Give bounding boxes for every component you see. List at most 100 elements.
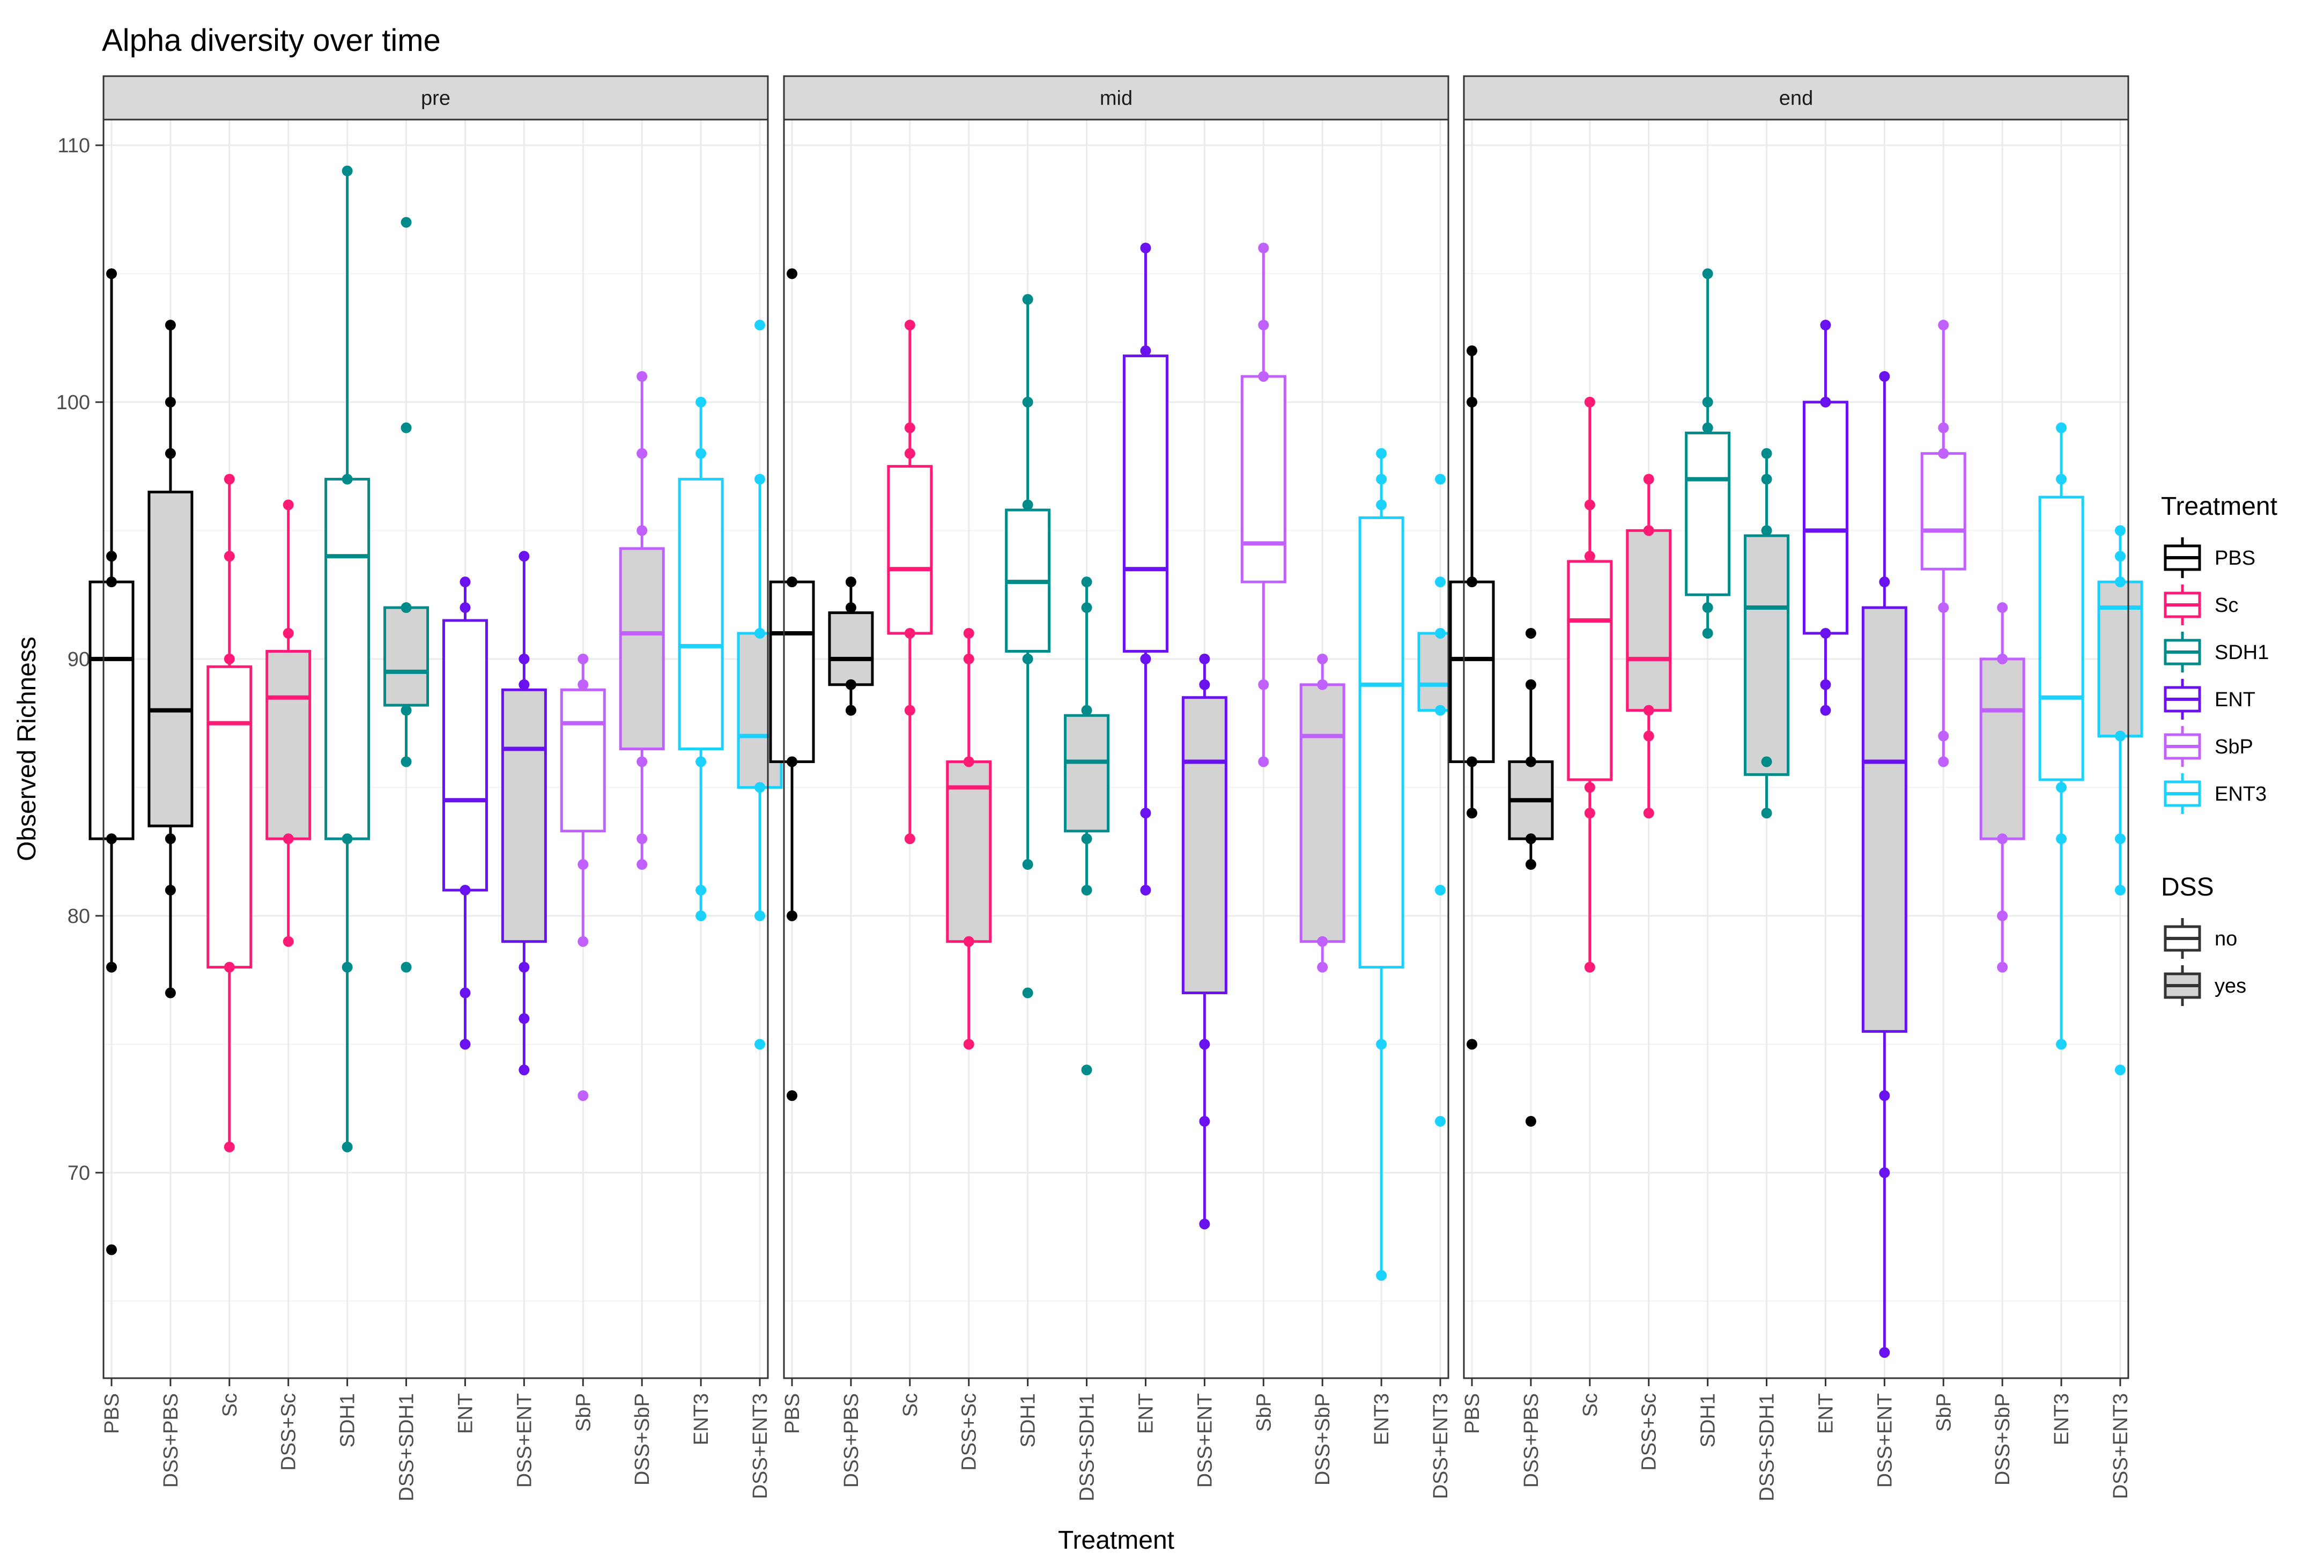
box-ent3 xyxy=(678,396,724,921)
legend-label: SDH1 xyxy=(2215,641,2269,664)
data-point xyxy=(963,627,974,639)
box-dss-pbs xyxy=(828,576,874,716)
box-body xyxy=(442,619,488,892)
legend-label: yes xyxy=(2215,975,2246,997)
strip-pre xyxy=(102,75,769,121)
box-body xyxy=(1744,534,1790,776)
data-point xyxy=(106,961,117,973)
data-point xyxy=(1820,705,1831,716)
data-point xyxy=(1584,499,1595,511)
y-tick-label: 100 xyxy=(56,391,90,414)
data-point xyxy=(1317,679,1328,690)
data-point xyxy=(401,705,412,716)
data-point xyxy=(1938,602,1949,613)
data-point xyxy=(1525,679,1536,690)
data-point xyxy=(1022,653,1033,664)
box-dss-pbs xyxy=(1508,627,1554,1127)
data-point xyxy=(787,756,797,767)
x-tick-label: ENT xyxy=(1815,1393,1837,1434)
data-point xyxy=(106,576,117,588)
chart-title: Alpha diversity over time xyxy=(102,23,441,58)
box-sc xyxy=(206,474,253,1152)
data-point xyxy=(1435,474,1446,485)
data-point xyxy=(1702,422,1713,433)
data-point xyxy=(224,551,235,562)
x-tick-label: ENT3 xyxy=(690,1393,713,1445)
x-tick-label: DSS+Sc xyxy=(278,1393,300,1471)
data-point xyxy=(1376,1039,1387,1050)
data-point xyxy=(460,987,471,999)
legend-item-ent: ENT xyxy=(2164,679,2255,720)
data-point xyxy=(695,756,707,767)
box-sbp xyxy=(560,653,606,1101)
data-point xyxy=(963,1039,974,1050)
box-dss-pbs xyxy=(147,320,194,999)
data-point xyxy=(1435,705,1446,716)
box-sbp xyxy=(1240,242,1286,767)
data-point xyxy=(1022,396,1033,408)
data-point xyxy=(1879,1347,1890,1358)
data-point xyxy=(1467,396,1477,408)
data-point xyxy=(1997,602,2008,613)
data-point xyxy=(2115,884,2126,896)
data-point xyxy=(636,756,648,767)
data-point xyxy=(1467,756,1477,767)
data-point xyxy=(904,448,915,459)
panel-background xyxy=(784,120,1448,1378)
x-tick-label: SDH1 xyxy=(1697,1393,1720,1447)
data-point xyxy=(963,936,974,947)
panel-border xyxy=(1463,119,2129,1379)
data-point xyxy=(283,833,294,845)
data-point xyxy=(754,1039,765,1050)
legend-label: ENT3 xyxy=(2215,783,2267,805)
data-point xyxy=(165,987,176,999)
data-point xyxy=(1584,808,1595,819)
data-point xyxy=(1643,730,1654,742)
data-point xyxy=(578,653,589,664)
data-point xyxy=(754,627,765,639)
data-point xyxy=(636,448,648,459)
data-point xyxy=(1022,987,1033,999)
data-point xyxy=(1317,936,1328,947)
y-tick-label: 70 xyxy=(68,1162,90,1185)
box-sbp xyxy=(1920,320,1966,767)
box-body xyxy=(560,688,606,833)
data-point xyxy=(106,1244,117,1255)
data-point xyxy=(787,576,797,588)
data-point xyxy=(224,474,235,485)
data-point xyxy=(1702,602,1713,613)
data-point xyxy=(695,448,707,459)
data-point xyxy=(904,627,915,639)
y-tick-label: 110 xyxy=(57,135,90,157)
data-point xyxy=(2115,833,2126,845)
data-point xyxy=(1584,782,1595,793)
box-sdh1 xyxy=(324,165,371,1152)
data-point xyxy=(904,833,915,845)
data-point xyxy=(1525,627,1536,639)
box-body xyxy=(1240,375,1286,583)
data-point xyxy=(519,961,530,973)
data-point xyxy=(2056,422,2067,433)
data-point xyxy=(2115,551,2126,562)
box-body xyxy=(206,665,253,969)
data-point xyxy=(106,268,117,279)
box-body xyxy=(1626,529,1672,712)
x-tick-label: ENT3 xyxy=(2051,1393,2073,1445)
data-point xyxy=(165,833,176,845)
data-point xyxy=(1938,422,1949,433)
data-point xyxy=(283,936,294,947)
data-point xyxy=(1467,808,1477,819)
data-point xyxy=(1467,576,1477,588)
data-point xyxy=(1820,627,1831,639)
box-ent3 xyxy=(2038,422,2084,1050)
x-tick-label: SbP xyxy=(572,1393,595,1432)
data-point xyxy=(1938,320,1949,331)
data-point xyxy=(754,782,765,793)
data-point xyxy=(1376,448,1387,459)
data-point xyxy=(1140,808,1151,819)
data-point xyxy=(1761,808,1772,819)
data-point xyxy=(578,936,589,947)
box-body xyxy=(619,547,665,751)
data-point xyxy=(1435,576,1446,588)
box-body xyxy=(678,478,724,750)
